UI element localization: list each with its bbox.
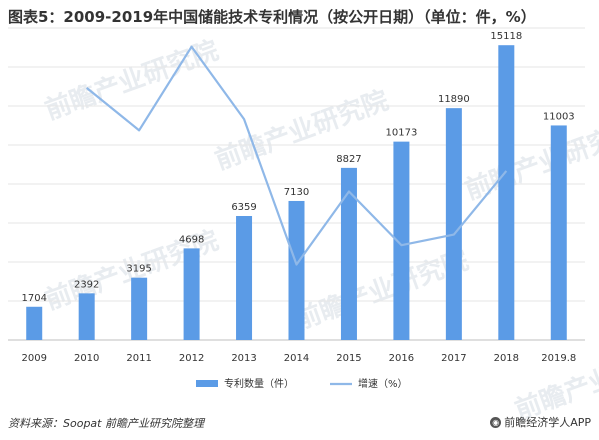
x-tick-label-2015: 2015 bbox=[336, 353, 361, 364]
bar-2018 bbox=[498, 45, 515, 340]
brand-credit: ◉ 前瞻经济学人APP bbox=[490, 414, 591, 430]
x-tick-label-2017: 2017 bbox=[441, 353, 466, 364]
bar-series bbox=[26, 45, 567, 341]
bar-value-label-2013: 6359 bbox=[231, 202, 256, 213]
source-note: 资料来源：Soopat 前瞻产业研究院整理 bbox=[8, 417, 204, 430]
bar-2015 bbox=[340, 167, 357, 340]
legend: 专利数量（件） 增速（%） bbox=[196, 377, 408, 390]
bar-value-label-2017: 11890 bbox=[438, 94, 470, 105]
x-tick-label-2019.8: 2019.8 bbox=[541, 353, 576, 364]
x-tick-label-2009: 2009 bbox=[22, 353, 47, 364]
bar-2012 bbox=[183, 248, 200, 340]
bar-value-label-2009: 1704 bbox=[22, 293, 47, 304]
line-series bbox=[85, 45, 508, 266]
bar-2013 bbox=[236, 215, 253, 340]
data-labels: 1704 2392 3195 4698 6359 7130 8827 10173 11890 15… bbox=[22, 31, 575, 304]
x-tick-label-2018: 2018 bbox=[494, 353, 519, 364]
bar-2017 bbox=[445, 108, 462, 341]
x-tick-label-2011: 2011 bbox=[126, 353, 151, 364]
x-tick-label-2016: 2016 bbox=[389, 353, 414, 364]
x-tick-label-2010: 2010 bbox=[74, 353, 99, 364]
bar-2011 bbox=[131, 277, 148, 340]
bar-2014 bbox=[288, 200, 305, 340]
bar-value-label-2014: 7130 bbox=[284, 187, 309, 198]
bar-2009 bbox=[26, 306, 43, 340]
bar-value-label-2016: 10173 bbox=[386, 128, 418, 139]
bar-value-label-2015: 8827 bbox=[336, 154, 361, 165]
x-tick-label-2014: 2014 bbox=[284, 353, 309, 364]
bar-value-label-2018: 15118 bbox=[490, 31, 522, 42]
x-axis-ticks: 2009 2010 2011 2012 2013 2014 2015 2016 2017 2018… bbox=[22, 353, 577, 364]
legend-line-label: 增速（%） bbox=[358, 377, 408, 390]
bar-value-label-2012: 4698 bbox=[179, 234, 204, 245]
bar-value-label-2010: 2392 bbox=[74, 279, 99, 290]
bar-value-label-2019.8: 11003 bbox=[543, 111, 575, 122]
bar-value-label-2011: 3195 bbox=[126, 264, 151, 275]
bar-2010 bbox=[78, 293, 95, 340]
legend-bar-label: 专利数量（件） bbox=[224, 377, 294, 390]
chart-title: 图表5：2009-2019年中国储能技术专利情况（按公开日期）（单位：件，%） bbox=[8, 8, 536, 26]
brand-logo-icon: ◉ bbox=[490, 416, 502, 428]
x-tick-label-2012: 2012 bbox=[179, 353, 204, 364]
legend-bar-swatch bbox=[196, 380, 218, 387]
brand-label: 前瞻经济学人APP bbox=[504, 416, 591, 429]
x-tick-label-2013: 2013 bbox=[231, 353, 256, 364]
bar-2016 bbox=[393, 141, 410, 340]
bar-2019.8 bbox=[550, 125, 567, 340]
